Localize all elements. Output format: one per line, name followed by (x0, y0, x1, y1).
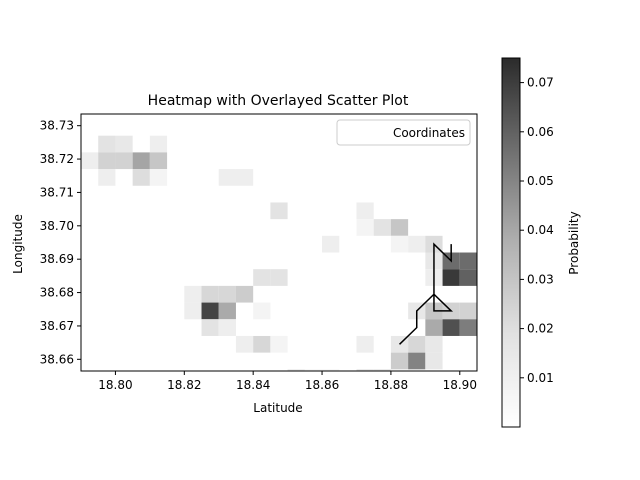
y-tick-label: 38.70 (40, 219, 74, 233)
heatmap-cell (218, 302, 236, 320)
coordinates-path (398, 242, 454, 345)
heatmap-cell (201, 302, 219, 320)
heatmap-cell (287, 369, 305, 371)
colorbar-tick-label: 0.05 (527, 174, 554, 188)
heatmap-cell (373, 369, 391, 371)
heatmap-cell (390, 219, 409, 236)
heatmap-cell (149, 135, 168, 153)
y-tick-label: 38.66 (40, 352, 74, 366)
x-tick-label: 18.80 (98, 378, 132, 392)
heatmap-cell (98, 135, 116, 153)
heatmap-cell (459, 269, 477, 286)
legend-box (336, 119, 471, 146)
heatmap-cell (253, 269, 271, 286)
heatmap-cell (322, 235, 340, 253)
heatmap-cell (115, 152, 133, 170)
colorbar-label: Probability (567, 211, 581, 274)
y-tick-label: 38.67 (40, 319, 74, 333)
heatmap-cell (98, 169, 116, 186)
chart-title: Heatmap with Overlayed Scatter Plot (148, 93, 409, 109)
heatmap-cell (390, 352, 409, 370)
y-tick-label: 38.73 (40, 119, 74, 133)
colorbar-tick-label: 0.01 (527, 371, 554, 385)
scatter-overlay (398, 242, 454, 345)
heatmap-cell (184, 302, 202, 320)
heatmap-cell (218, 169, 236, 186)
heatmap-cell (218, 285, 236, 303)
heatmap-cell (408, 352, 426, 370)
legend-entry-coordinates: Coordinates (393, 126, 465, 140)
colorbar-tick-label: 0.04 (527, 223, 554, 237)
heatmap-cell (253, 335, 271, 353)
y-tick-label: 38.71 (40, 185, 74, 199)
heatmap-cell (356, 369, 374, 371)
heatmap-cell (425, 335, 443, 353)
heatmap-cell (201, 319, 219, 336)
colorbar-ticks: 0.01 0.02 0.03 0.04 0.05 0.06 0.07 (520, 76, 554, 385)
x-tick-label: 18.86 (305, 378, 339, 392)
y-axis: 38.66 38.67 38.68 38.69 38.70 38.71 38.72 38.73 (40, 119, 81, 366)
colorbar-tick-label: 0.06 (527, 125, 554, 139)
heatmap-cell (304, 369, 323, 371)
y-axis-label: Longitude (11, 214, 25, 274)
heatmap-cell (218, 319, 236, 336)
heatmap-cell (132, 169, 150, 186)
y-tick-label: 38.69 (40, 252, 74, 266)
heatmap-cell (270, 335, 288, 353)
heatmap-cell (81, 152, 99, 170)
x-tick-label: 18.90 (443, 378, 477, 392)
heatmap-cell (356, 219, 374, 236)
heatmap-cell (201, 285, 219, 303)
heatmap-cell (98, 152, 116, 170)
heatmap-cell (322, 369, 340, 371)
colorbar-tick-label: 0.02 (527, 322, 554, 336)
heatmap-cell (459, 252, 477, 270)
heatmap-cell (459, 319, 477, 336)
heatmap-cell (235, 169, 254, 186)
colorbar-tick-label: 0.03 (527, 272, 554, 286)
heatmap-cell (408, 235, 426, 253)
colorbar-tick-label: 0.07 (527, 76, 554, 90)
heatmap-cell (459, 302, 477, 320)
legend: Coordinates (336, 119, 471, 146)
colorbar (501, 57, 521, 428)
heatmap-cell (115, 135, 133, 153)
x-axis-label: Latitude (253, 401, 302, 415)
heatmap-cell (373, 219, 391, 236)
y-tick-label: 38.68 (40, 286, 74, 300)
heatmap-cell (356, 335, 374, 353)
heatmap-cell (408, 335, 426, 353)
heatmap-cell (132, 152, 150, 170)
heatmap-cell (184, 285, 202, 303)
heatmap-cell (235, 335, 254, 353)
heatmap-cell (442, 319, 460, 336)
heatmap-cell (356, 202, 374, 220)
heatmap-cell (149, 152, 168, 170)
x-axis: 18.80 18.82 18.84 18.86 18.88 18.90 (98, 371, 477, 392)
heatmap-cell (442, 269, 460, 286)
y-tick-label: 38.72 (40, 152, 74, 166)
heatmap-cell (235, 285, 254, 303)
heatmap-cell (149, 169, 168, 186)
heatmap-cell (270, 269, 288, 286)
heatmap-cell (270, 202, 288, 220)
heatmap-cell (253, 302, 271, 320)
heatmap-cells (81, 135, 477, 371)
plot-frame (80, 113, 478, 372)
heatmap-cell (425, 319, 443, 336)
x-tick-label: 18.84 (236, 378, 270, 392)
x-tick-label: 18.82 (167, 378, 201, 392)
x-tick-label: 18.88 (374, 378, 408, 392)
heatmap-cell (425, 352, 443, 370)
heatmap-cell (390, 235, 409, 253)
